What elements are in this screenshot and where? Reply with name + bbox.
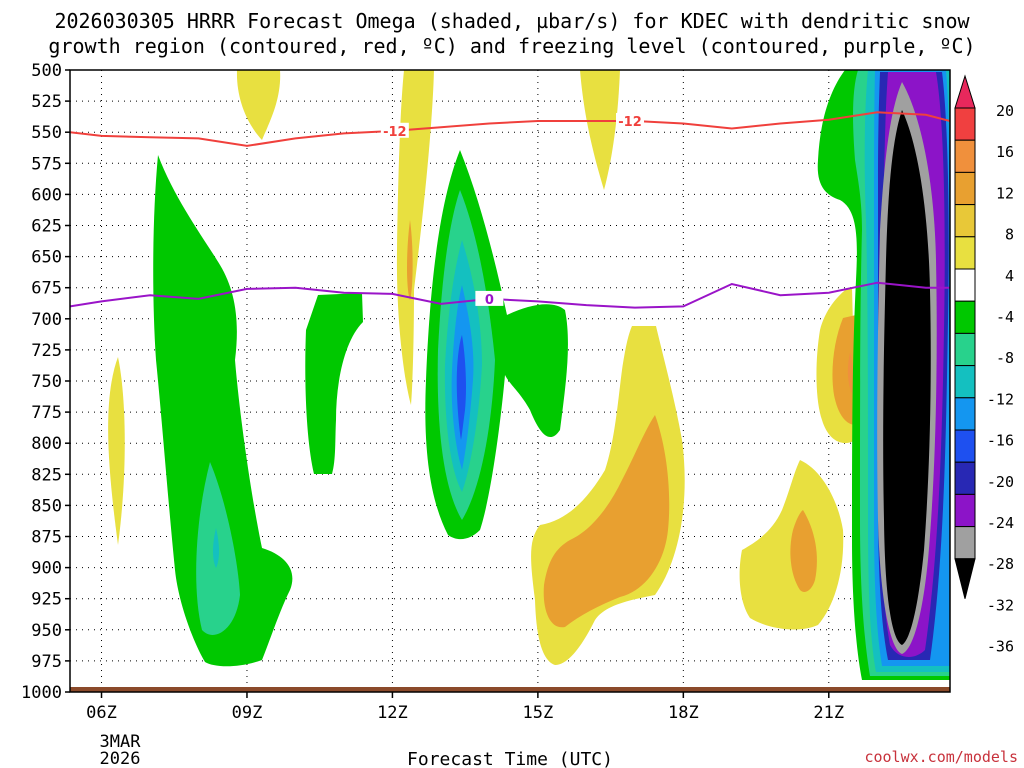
colorbar-segment bbox=[954, 365, 976, 399]
colorbar-label: -32 bbox=[987, 596, 1014, 614]
colorbar-segment bbox=[954, 268, 976, 302]
omega-region-orange-12z bbox=[407, 220, 413, 300]
omega-region-yellow-06z bbox=[108, 357, 125, 545]
colorbar-label: 12 bbox=[996, 184, 1014, 202]
y-tick-label: 725 bbox=[31, 341, 62, 361]
freezing-contour-label-bg bbox=[475, 290, 504, 306]
omega-region-green-10z bbox=[305, 293, 363, 474]
x-tick-label: 15Z bbox=[523, 703, 554, 723]
omega-region-yellow-16z-top bbox=[580, 70, 620, 190]
x-tick-label: 18Z bbox=[668, 703, 699, 723]
omega-region-blue-13z bbox=[456, 335, 466, 440]
y-tick-label: 550 bbox=[31, 123, 62, 143]
colorbar-segment bbox=[954, 107, 976, 141]
omega-region-green-08z bbox=[153, 155, 293, 667]
colorbar-label: 16 bbox=[996, 143, 1014, 161]
omega-region-red-21z bbox=[847, 352, 854, 395]
y-tick-label: 900 bbox=[31, 559, 62, 579]
colorbar-segment bbox=[954, 526, 976, 560]
freezing-contour-label: 0 bbox=[485, 293, 494, 308]
colorbar: 20 16 12 8 4 -4 -8 -12 -16 -20 -24 -28 -32 -36 bbox=[954, 74, 1014, 656]
omega-region-orange-21z bbox=[832, 315, 856, 425]
y-tick-label: 850 bbox=[31, 496, 62, 516]
x-tick-label: 09Z bbox=[232, 703, 263, 723]
colorbar-segment bbox=[954, 236, 976, 270]
colorbar-label: -20 bbox=[987, 473, 1014, 491]
colorbar-segment bbox=[954, 397, 976, 431]
date-label-day: 3MAR bbox=[100, 732, 142, 752]
y-tick-label: 675 bbox=[31, 279, 62, 299]
colorbar-label: -24 bbox=[987, 514, 1014, 532]
y-tick-label: 625 bbox=[31, 217, 62, 237]
surface-strip bbox=[70, 687, 950, 692]
y-tick-label: 750 bbox=[31, 372, 62, 392]
dgz-contour-label-bg bbox=[380, 122, 409, 138]
y-tick-label: 700 bbox=[31, 310, 62, 330]
omega-region-orange-16z bbox=[543, 415, 670, 628]
y-tick-label: 925 bbox=[31, 590, 62, 610]
colorbar-label: -36 bbox=[987, 638, 1014, 656]
omega-region-orange-20z bbox=[790, 510, 817, 592]
dgz-minus12-contour bbox=[70, 111, 950, 147]
x-tick-label: 21Z bbox=[813, 703, 844, 723]
x-axis: 06Z 09Z 12Z 15Z 18Z 21Z bbox=[86, 692, 844, 723]
y-tick-label: 500 bbox=[31, 61, 62, 81]
omega-region-yellow-09z-top bbox=[236, 70, 281, 140]
omega-region-black-22z bbox=[883, 110, 931, 645]
colorbar-label: 20 bbox=[996, 102, 1014, 120]
colorbar-label: -8 bbox=[996, 349, 1014, 367]
dgz-contour-label: -12 bbox=[618, 115, 642, 130]
y-tick-label: 825 bbox=[31, 465, 62, 485]
colorbar-top-arrow bbox=[954, 74, 976, 109]
dgz-contour-label: -12 bbox=[383, 125, 407, 140]
y-tick-label: 525 bbox=[31, 92, 62, 112]
y-tick-label: 875 bbox=[31, 528, 62, 548]
colorbar-segment bbox=[954, 139, 976, 173]
freezing-level-contour bbox=[70, 281, 950, 309]
x-tick-label: 06Z bbox=[86, 703, 117, 723]
omega-region-cyan-08z bbox=[213, 528, 219, 568]
x-tick-label: 12Z bbox=[377, 703, 408, 723]
colorbar-label: 4 bbox=[1005, 267, 1014, 285]
colorbar-segment bbox=[954, 332, 976, 367]
date-label-year: 2026 bbox=[100, 749, 141, 768]
colorbar-label: -16 bbox=[987, 432, 1014, 450]
colorbar-label: -12 bbox=[987, 390, 1014, 408]
y-tick-label: 600 bbox=[31, 185, 62, 205]
y-tick-label: 1000 bbox=[21, 683, 62, 703]
colorbar-segment bbox=[954, 171, 976, 206]
colorbar-label: 8 bbox=[1005, 226, 1014, 244]
y-tick-label: 975 bbox=[31, 652, 62, 672]
chart-title-line-2: growth region (contoured, red, ºC) and f… bbox=[48, 34, 975, 58]
chart-title-line-1: 2026030305 HRRR Forecast Omega (shaded, … bbox=[54, 9, 970, 33]
colorbar-label: -4 bbox=[996, 308, 1014, 326]
y-tick-label: 775 bbox=[31, 403, 62, 423]
omega-shading bbox=[108, 70, 950, 680]
omega-region-yellow-12z bbox=[396, 70, 434, 405]
plot-area: -12 -12 0 bbox=[70, 70, 950, 692]
y-tick-label: 800 bbox=[31, 434, 62, 454]
colorbar-segment bbox=[954, 300, 976, 334]
x-axis-label: Forecast Time (UTC) bbox=[407, 749, 613, 768]
colorbar-label: -28 bbox=[987, 555, 1014, 573]
y-tick-label: 575 bbox=[31, 154, 62, 174]
site-credit[interactable]: coolwx.com/models bbox=[864, 748, 1018, 766]
colorbar-segment bbox=[954, 493, 976, 528]
y-tick-label: 650 bbox=[31, 248, 62, 268]
colorbar-segment bbox=[954, 429, 976, 463]
colorbar-bottom-arrow bbox=[954, 558, 976, 599]
colorbar-segment bbox=[954, 461, 976, 495]
y-tick-label: 950 bbox=[31, 621, 62, 641]
contour-lines: -12 -12 0 bbox=[70, 111, 950, 309]
colorbar-segment bbox=[954, 204, 976, 238]
y-axis: 500 525 550 575 600 625 650 675 700 725 750 775 800 8… bbox=[21, 61, 70, 703]
dgz-contour-label-bg bbox=[616, 113, 644, 129]
